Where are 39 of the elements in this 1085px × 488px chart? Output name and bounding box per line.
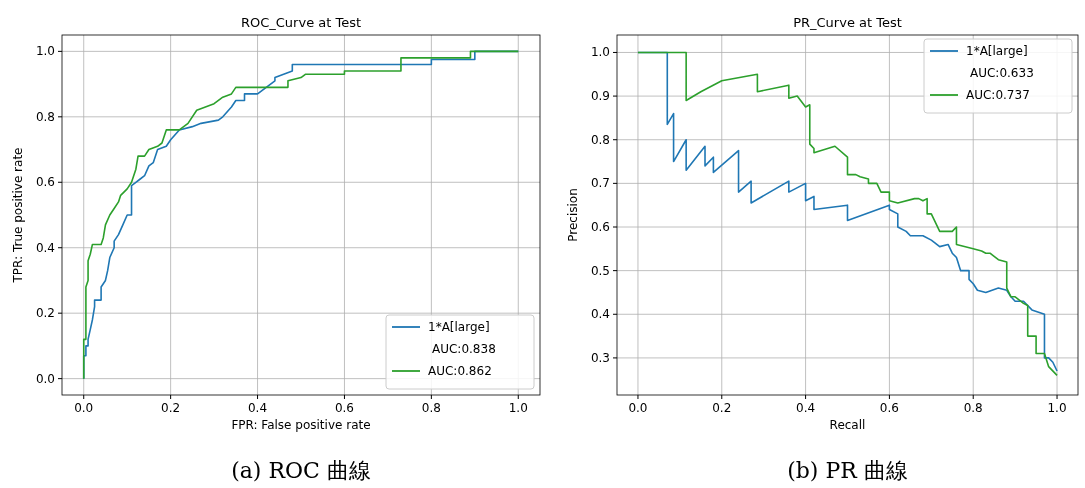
- x-tick-label: 0.6: [334, 401, 354, 415]
- y-tick-label: 0.0: [35, 371, 55, 386]
- line-series: [82, 50, 520, 380]
- y-axis-title: Precision: [566, 188, 580, 242]
- x-axis-title: FPR: False positive rate: [231, 418, 371, 432]
- x-tick-label: 0.2: [161, 401, 181, 415]
- legend-label: AUC:0.862: [428, 364, 492, 378]
- legend-label: 1*A[large] AUC:0.838: [428, 320, 496, 356]
- x-tick-label: 0.6: [879, 401, 899, 415]
- legend-label: AUC:0.737: [966, 88, 1030, 102]
- y-tick-label: 0.4: [590, 307, 610, 322]
- x-tick-label: 0.0: [628, 401, 648, 415]
- y-tick-label: 0.2: [35, 306, 55, 321]
- x-tick-label: 0.0: [74, 401, 94, 415]
- chart-title: ROC_Curve at Test: [240, 15, 362, 30]
- x-axis-title: Recall: [829, 418, 866, 432]
- chart-title: PR_Curve at Test: [793, 15, 902, 30]
- y-tick-label: 0.7: [590, 176, 610, 191]
- x-tick-label: 1.0: [508, 401, 528, 415]
- y-tick-label: 0.9: [590, 89, 610, 104]
- y-tick-label: 0.8: [35, 109, 55, 124]
- y-tick-label: 1.0: [35, 44, 55, 59]
- x-tick-label: 1.0: [1047, 401, 1067, 415]
- y-tick-label: 0.4: [35, 240, 55, 255]
- x-tick-label: 0.4: [796, 401, 816, 415]
- x-tick-label: 0.2: [712, 401, 732, 415]
- y-tick-label: 0.8: [590, 132, 610, 147]
- y-tick-label: 1.0: [590, 45, 610, 60]
- x-tick-label: 0.8: [421, 401, 441, 415]
- text: (b) PR 曲線: [787, 458, 908, 483]
- x-tick-label: 0.8: [963, 401, 983, 415]
- x-tick-label: 0.4: [248, 401, 268, 415]
- y-tick-label: 0.5: [590, 263, 610, 278]
- y-tick-label: 0.6: [590, 220, 610, 234]
- text: (a) ROC 曲線: [231, 458, 371, 483]
- y-tick-label: 0.6: [35, 175, 55, 190]
- y-axis-title: TPR: True positive rate: [11, 147, 25, 284]
- y-tick-label: 0.3: [590, 350, 610, 365]
- legend-label: 1*A[large] AUC:0.633: [966, 44, 1034, 80]
